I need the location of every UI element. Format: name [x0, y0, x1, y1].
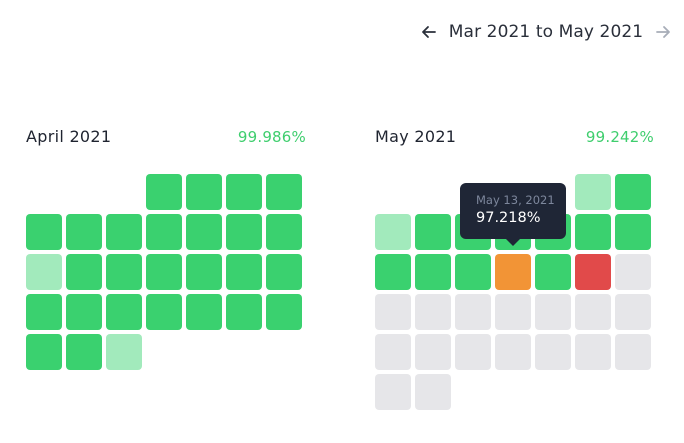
month-uptime-percent: 99.986% [237, 128, 306, 146]
day-cell-22[interactable] [146, 294, 182, 330]
day-cell-8[interactable] [575, 214, 611, 250]
calendar-empty-slot [106, 174, 142, 210]
day-cell-26[interactable] [455, 334, 491, 370]
tooltip-date: May 13, 2021 [476, 193, 555, 207]
day-cell-24[interactable] [226, 294, 262, 330]
day-cell-28[interactable] [535, 334, 571, 370]
day-cell-2[interactable] [615, 174, 651, 210]
day-cell-3[interactable] [375, 214, 411, 250]
month-panel-may-2021: May 2021 99.242% [375, 122, 654, 410]
day-cell-12[interactable] [455, 254, 491, 290]
previous-range-button[interactable] [418, 20, 441, 44]
arrow-left-icon [422, 26, 437, 38]
month-title: April 2021 [26, 127, 112, 146]
day-cell-1[interactable] [575, 174, 611, 210]
month-uptime-percent: 99.242% [585, 128, 654, 146]
day-cell-23[interactable] [186, 294, 222, 330]
day-cell-20[interactable] [66, 294, 102, 330]
day-cell-23[interactable] [615, 294, 651, 330]
day-cell-22[interactable] [575, 294, 611, 330]
day-cell-27[interactable] [66, 334, 102, 370]
day-cell-11[interactable] [415, 254, 451, 290]
day-cell-11[interactable] [266, 214, 302, 250]
day-cell-5[interactable] [26, 214, 62, 250]
day-cell-19[interactable] [455, 294, 491, 330]
day-cell-31[interactable] [375, 374, 411, 410]
day-cell-3[interactable] [226, 174, 262, 210]
day-cell-8[interactable] [146, 214, 182, 250]
month-header: May 2021 99.242% [375, 122, 654, 152]
tooltip-uptime-value: 97.218% [476, 210, 541, 226]
day-cell-18[interactable] [415, 294, 451, 330]
day-cell-1[interactable] [146, 174, 182, 210]
day-cell-18[interactable] [266, 254, 302, 290]
arrow-right-icon [655, 26, 670, 38]
day-cell-10[interactable] [375, 254, 411, 290]
day-cell-16[interactable] [615, 254, 651, 290]
day-cell-26[interactable] [26, 334, 62, 370]
month-panel-april-2021: April 2021 99.986% [26, 122, 306, 370]
month-header: April 2021 99.986% [26, 122, 306, 152]
day-cell-4[interactable] [266, 174, 302, 210]
day-cell-25[interactable] [415, 334, 451, 370]
calendar-empty-slot [66, 174, 102, 210]
day-cell-28[interactable] [106, 334, 142, 370]
day-cell-16[interactable] [186, 254, 222, 290]
day-cell-14[interactable] [106, 254, 142, 290]
day-cell-10[interactable] [226, 214, 262, 250]
day-cell-2[interactable] [186, 174, 222, 210]
day-tooltip: May 13, 2021 97.218% [460, 183, 566, 246]
day-cell-13[interactable] [495, 254, 531, 290]
day-cell-7[interactable] [106, 214, 142, 250]
day-cell-9[interactable] [615, 214, 651, 250]
day-cell-21[interactable] [535, 294, 571, 330]
day-cell-19[interactable] [26, 294, 62, 330]
day-cell-27[interactable] [495, 334, 531, 370]
day-cell-17[interactable] [375, 294, 411, 330]
day-cell-15[interactable] [575, 254, 611, 290]
calendar-empty-slot [26, 174, 62, 210]
day-cell-20[interactable] [495, 294, 531, 330]
day-cell-6[interactable] [66, 214, 102, 250]
day-cell-30[interactable] [615, 334, 651, 370]
calendar-grid [26, 174, 302, 370]
next-range-button[interactable] [651, 20, 674, 44]
day-cell-9[interactable] [186, 214, 222, 250]
day-cell-32[interactable] [415, 374, 451, 410]
day-cell-12[interactable] [26, 254, 62, 290]
day-cell-29[interactable] [575, 334, 611, 370]
day-cell-21[interactable] [106, 294, 142, 330]
calendar-empty-slot [415, 174, 451, 210]
date-range-nav: Mar 2021 to May 2021 [418, 18, 674, 46]
month-title: May 2021 [375, 127, 457, 146]
calendar-empty-slot [375, 174, 411, 210]
day-cell-14[interactable] [535, 254, 571, 290]
date-range-label: Mar 2021 to May 2021 [448, 22, 644, 42]
day-cell-25[interactable] [266, 294, 302, 330]
day-cell-4[interactable] [415, 214, 451, 250]
day-cell-15[interactable] [146, 254, 182, 290]
day-cell-24[interactable] [375, 334, 411, 370]
day-cell-13[interactable] [66, 254, 102, 290]
day-cell-17[interactable] [226, 254, 262, 290]
